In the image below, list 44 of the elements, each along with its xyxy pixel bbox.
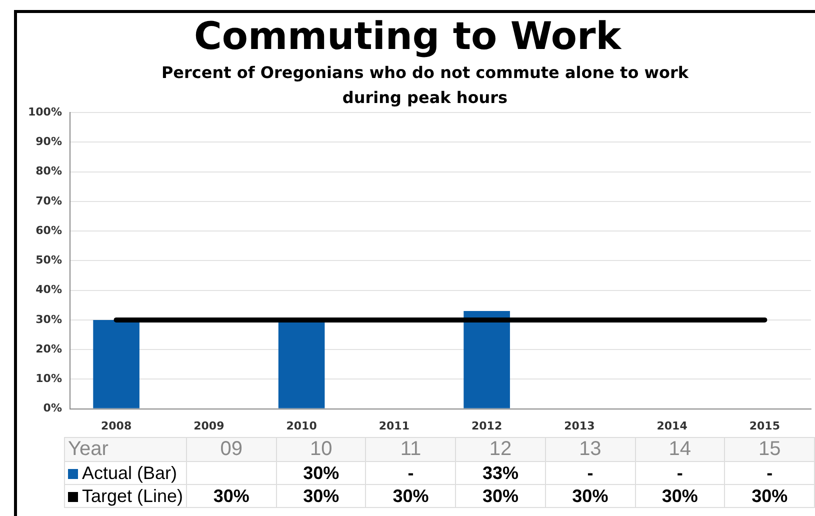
data-label: 30% [635,484,725,508]
y-tick-label: 90% [36,135,62,148]
text: 14 [635,438,725,462]
text: 10 [276,438,366,462]
legend-label: Target (Line) [82,486,184,506]
data-label: 30% [724,484,814,508]
x-tick-label: 2011 [378,419,410,432]
chart-title: Commuting to Work [192,14,622,58]
x-tick-label: 2009 [194,419,224,432]
data-label: 30% [276,484,366,508]
x-tick-label: 2012 [471,419,502,432]
y-tick-label: 80% [36,164,62,178]
data-label: 30% [545,484,636,508]
y-tick-label: 50% [36,254,62,267]
legend-label: Actual (Bar) [82,462,177,482]
y-tick-label: 10% [36,372,62,386]
text: 09 [186,438,276,462]
chart-subtitle: Percent of Oregonians who do not commute alone to work during peak hours [160,62,690,109]
data-label: 33% [456,462,546,484]
data-label: 30% [456,484,546,508]
text: 11 [366,438,456,462]
text: - [587,462,594,482]
y-tick-label: 40% [36,283,62,296]
x-tick-label: 2008 [100,419,132,432]
x-axis-title: Year [68,438,108,460]
text: - [766,462,773,482]
x-tick-label: 2010 [286,419,318,432]
text: 13 [545,438,636,462]
data-label: 30% [276,462,366,484]
x-tick-label: 2015 [749,419,780,432]
text: - [408,462,414,482]
x-tick-label: 2013 [564,419,595,432]
text: 15 [724,438,814,462]
text: - [676,462,683,482]
data-label: 30% [186,484,276,508]
y-tick-label: 20% [36,342,62,356]
y-tick-label: 30% [36,312,62,326]
data-label: 30% [366,484,456,508]
text: 12 [456,438,546,462]
y-tick-label: 100% [28,105,62,118]
x-tick-label: 2014 [656,419,688,432]
y-tick-label: 0% [43,402,62,415]
y-tick-label: 70% [36,194,62,208]
y-tick-label: 60% [36,224,62,237]
